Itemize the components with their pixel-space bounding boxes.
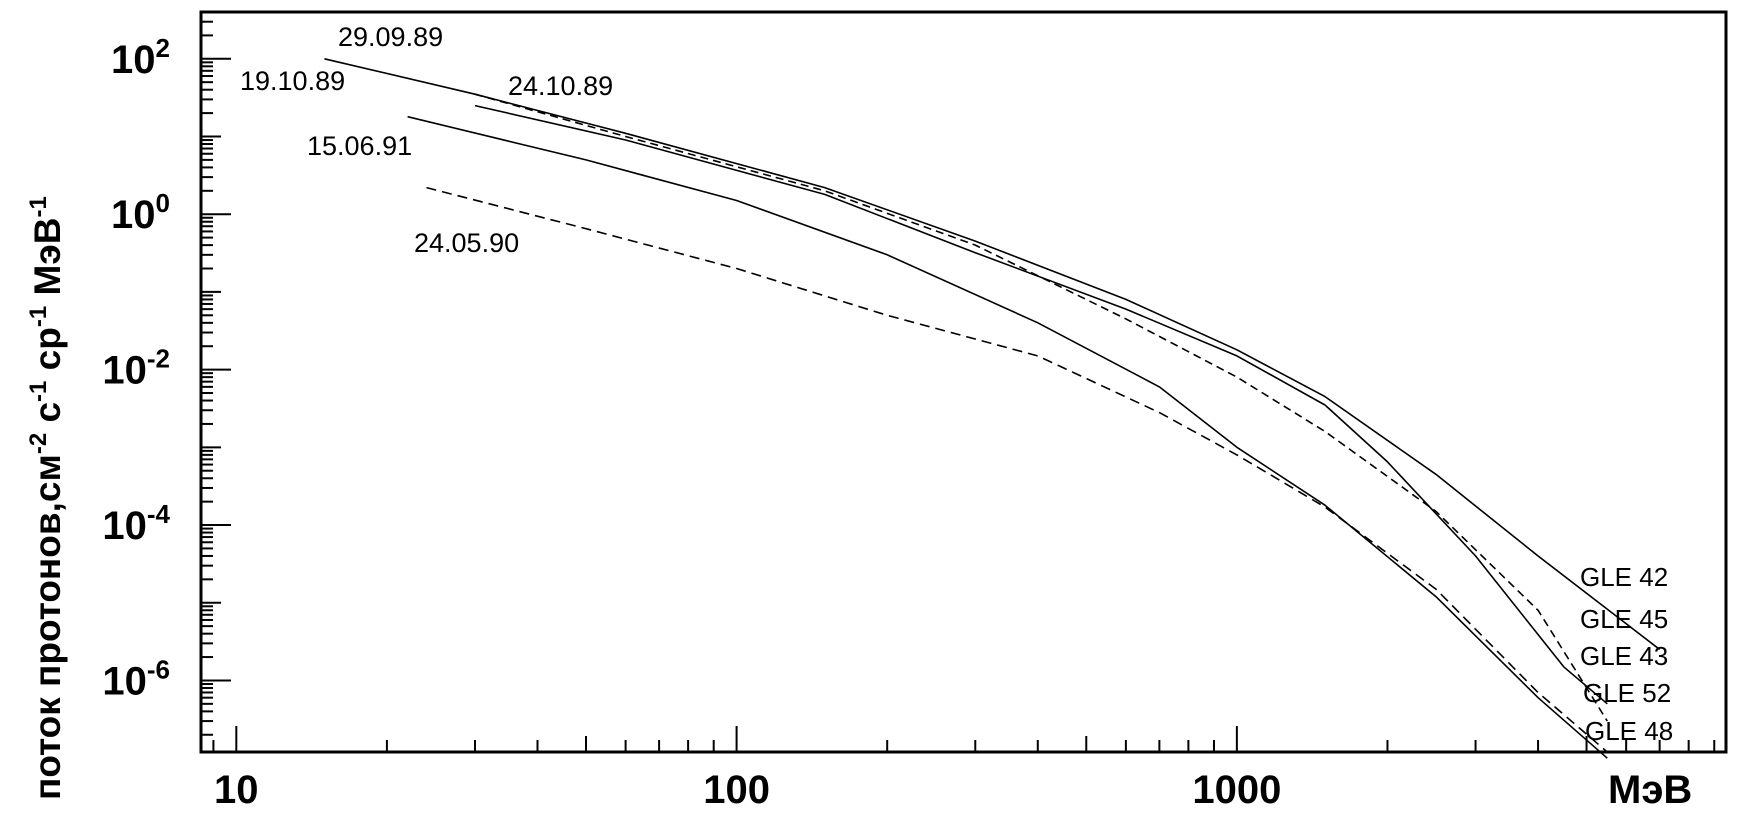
y-minor-ticks <box>201 11 231 736</box>
legend-entry-gle-42: GLE 42 <box>1580 562 1668 592</box>
x-tick-label: 10 <box>214 768 259 812</box>
series-line-24-10-89 <box>474 104 1608 705</box>
series-line-24-05-90 <box>426 186 1608 753</box>
legend-entry-gle-52: GLE 52 <box>1583 678 1671 708</box>
series-label-19-10-89: 19.10.89 <box>240 66 345 96</box>
y-tick-label: 10-4 <box>102 499 170 548</box>
series-label-24-05-90: 24.05.90 <box>414 228 519 258</box>
x-tick-label: 100 <box>703 768 770 812</box>
y-tick-label: 102 <box>111 33 170 82</box>
series-line-29-09-89 <box>324 58 1661 651</box>
y-tick-label: 100 <box>111 188 170 237</box>
legend: GLE 42 GLE 45 GLE 43 GLE 52 GLE 48 <box>1580 562 1673 746</box>
series-label-15-06-91: 15.06.91 <box>307 131 412 161</box>
x-minor-ticks <box>212 726 1716 752</box>
plot-frame <box>199 10 1728 754</box>
y-axis-label: поток протонов,см-2 с-1 ср-1 МэВ-1 <box>25 196 68 800</box>
series-label-29-09-89: 29.09.89 <box>338 22 443 52</box>
y-major-ticks: 102 100 10-2 10-4 10-6 <box>102 33 170 704</box>
series-line-19-10-89 <box>474 93 1608 722</box>
series-label-24-10-89: 24.10.89 <box>508 71 613 101</box>
x-tick-label: 1000 <box>1192 768 1281 812</box>
y-tick-label: 10-2 <box>102 344 170 393</box>
y-tick-label: 10-6 <box>102 654 170 703</box>
legend-entry-gle-43: GLE 43 <box>1580 641 1668 671</box>
x-major-ticks: 10 100 1000 <box>214 768 1281 812</box>
series-date-labels: 29.09.89 19.10.89 24.10.89 15.06.91 24.0… <box>240 22 613 258</box>
legend-entry-gle-45: GLE 45 <box>1580 604 1668 634</box>
series-lines <box>324 58 1661 759</box>
series-line-15-06-91 <box>407 115 1608 759</box>
x-axis-label: МэВ <box>1608 768 1692 812</box>
legend-entry-gle-48: GLE 48 <box>1585 716 1673 746</box>
